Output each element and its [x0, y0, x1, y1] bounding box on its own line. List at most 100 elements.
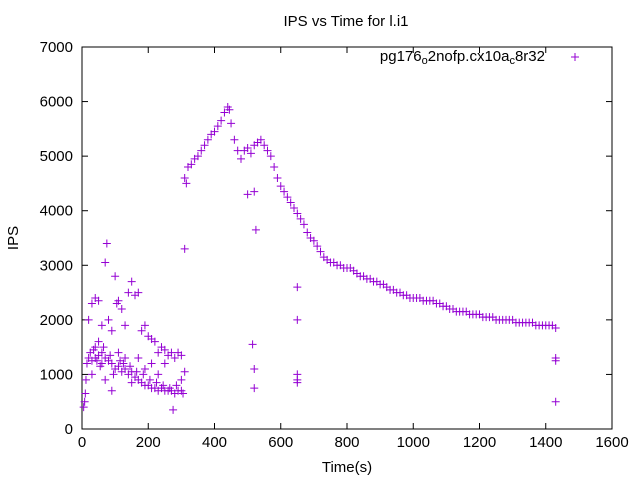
data-point — [121, 321, 130, 330]
data-point — [303, 228, 312, 237]
data-point — [127, 378, 136, 387]
data-point — [81, 375, 90, 384]
data-point — [165, 384, 174, 393]
data-point — [256, 135, 265, 144]
plot-frame — [81, 46, 613, 430]
data-point — [551, 397, 560, 406]
data-point — [280, 187, 289, 196]
data-point — [107, 326, 116, 335]
data-point — [102, 239, 111, 248]
data-point — [137, 326, 146, 335]
data-point — [200, 141, 209, 150]
data-point — [101, 258, 110, 267]
data-point — [140, 364, 149, 373]
data-point — [121, 364, 130, 373]
data-point — [107, 359, 116, 368]
data-point — [94, 296, 103, 305]
data-point — [309, 236, 318, 245]
data-point — [263, 146, 272, 155]
data-point — [160, 359, 169, 368]
data-point — [101, 375, 110, 384]
data-point — [140, 321, 149, 330]
data-point — [197, 146, 206, 155]
data-point — [180, 244, 189, 253]
data-point — [180, 173, 189, 182]
data-point — [227, 119, 236, 128]
data-point — [293, 283, 302, 292]
data-point — [92, 356, 101, 365]
data-point — [87, 299, 96, 308]
x-tick-label: 0 — [78, 434, 86, 451]
y-tick-label: 4000 — [40, 203, 73, 220]
data-point — [276, 182, 285, 191]
data-point — [551, 324, 560, 333]
data-point — [145, 375, 154, 384]
legend-marker — [571, 53, 579, 61]
legend-plus-icon — [571, 53, 579, 61]
data-point — [134, 354, 143, 363]
data-point — [172, 381, 181, 390]
y-axis-ticks: 0 1000 2000 3000 4000 5000 6000 7000 — [40, 39, 612, 438]
data-point — [225, 105, 234, 114]
data-point — [248, 340, 257, 349]
data-point — [154, 370, 163, 379]
data-point — [210, 127, 219, 136]
data-point — [243, 190, 252, 199]
data-point — [290, 203, 298, 212]
data-point — [154, 348, 163, 357]
data-point — [109, 370, 118, 379]
data-point — [107, 386, 116, 395]
data-point — [243, 143, 252, 152]
y-tick-label: 2000 — [40, 312, 73, 329]
data-point — [132, 367, 141, 376]
data-point — [170, 354, 179, 363]
data-point — [293, 315, 302, 324]
data-point — [179, 389, 188, 398]
data-point — [111, 272, 120, 281]
legend-label: pg176o2nofp.cx10ac8r32 — [380, 48, 545, 67]
data-point — [220, 108, 229, 117]
x-tick-label: 1600 — [595, 434, 628, 451]
x-axis-ticks: 0 200 400 600 800 1000 1200 1400 1600 — [78, 47, 629, 451]
data-point — [177, 351, 186, 360]
data-point — [217, 116, 226, 125]
data-point — [94, 337, 103, 346]
data-point — [126, 362, 135, 371]
data-point — [250, 384, 259, 393]
data-point — [160, 345, 169, 354]
data-point — [266, 152, 275, 161]
data-point — [177, 375, 186, 384]
y-tick-label: 7000 — [40, 39, 73, 56]
data-point — [180, 367, 189, 376]
data-point — [89, 345, 98, 354]
x-axis-label: Time(s) — [322, 459, 372, 476]
data-point — [286, 198, 295, 207]
data-point — [250, 364, 259, 373]
data-point — [182, 179, 191, 188]
data-point — [250, 187, 259, 196]
data-points — [79, 103, 560, 414]
data-point — [293, 209, 302, 218]
data-point — [293, 375, 302, 384]
data-point — [114, 362, 123, 371]
data-point — [246, 149, 255, 158]
data-point — [82, 359, 91, 368]
chart-title: IPS vs Time for l.i1 — [283, 13, 408, 30]
y-tick-label: 0 — [65, 421, 73, 438]
data-point — [150, 337, 159, 346]
data-point — [99, 343, 108, 352]
data-point — [114, 348, 123, 357]
data-point — [203, 135, 212, 144]
data-point — [134, 288, 143, 297]
data-point — [147, 359, 156, 368]
data-point — [299, 220, 308, 229]
x-tick-label: 1000 — [397, 434, 430, 451]
data-point — [270, 163, 279, 172]
data-point — [260, 141, 269, 150]
data-point — [87, 370, 96, 379]
legend: pg176o2nofp.cx10ac8r32 — [380, 48, 579, 67]
x-tick-label: 600 — [268, 434, 293, 451]
data-point — [169, 405, 178, 414]
data-point — [551, 356, 560, 365]
